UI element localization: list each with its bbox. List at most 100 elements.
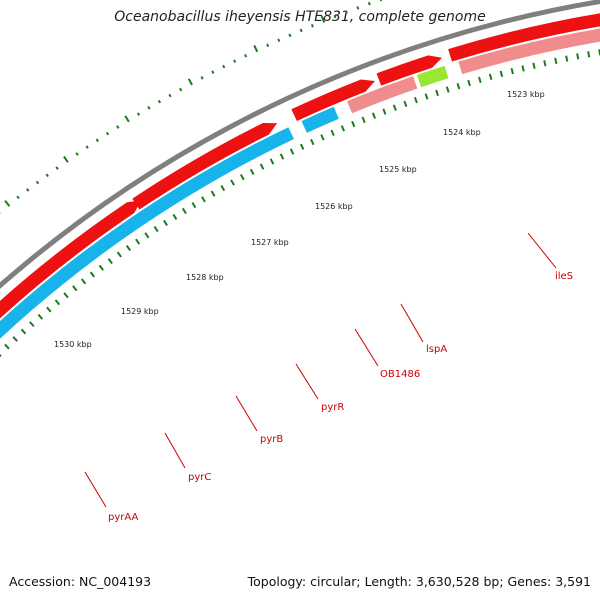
gene-feature-pyrR	[301, 106, 339, 133]
inner-tick	[153, 226, 159, 233]
gene-label: pyrC	[188, 472, 211, 483]
minor-tick	[333, 14, 337, 19]
minor-tick	[233, 59, 237, 63]
minor-tick	[45, 173, 49, 178]
map-title: Oceanobacillus iheyensis HTE831, complet…	[114, 9, 486, 25]
gene-feature-ileS	[458, 28, 600, 75]
inner-tick	[382, 108, 387, 115]
gene-label: ileS	[555, 271, 573, 282]
gene-label: OB1486	[380, 369, 420, 380]
inner-tick	[392, 104, 397, 111]
gene-label: pyrB	[260, 434, 283, 445]
minor-tick	[105, 131, 110, 136]
inner-tick	[289, 148, 295, 155]
scale-label: 1525 kbp	[379, 165, 417, 174]
gene-label: pyrR	[321, 402, 344, 413]
minor-tick	[26, 188, 30, 192]
genome-stats: Topology: circular; Length: 3,630,528 bp…	[247, 574, 591, 589]
inner-tick	[269, 158, 275, 165]
inner-tick	[488, 73, 493, 80]
inner-tick	[4, 343, 10, 350]
inner-tick	[499, 70, 504, 78]
inner-tick	[98, 264, 104, 271]
inner-tick	[361, 116, 366, 123]
scale-label: 1526 kbp	[315, 202, 353, 211]
inner-tick	[456, 83, 461, 90]
inner-tick	[543, 60, 547, 67]
major-tick	[320, 15, 326, 23]
inner-tick	[172, 213, 178, 220]
inner-tick	[587, 51, 591, 58]
gene-feature-lspA	[416, 65, 449, 88]
inner-tick	[37, 313, 44, 320]
minor-tick	[179, 87, 183, 92]
inner-tick	[403, 100, 408, 108]
gene-labels: ileS lspA OB1486 pyrR pyrB pyrC pyrAA	[108, 271, 573, 523]
minor-tick	[379, 0, 383, 2]
leader-line	[527, 232, 557, 269]
scale-label: 1530 kbp	[54, 340, 92, 349]
inner-tick	[63, 292, 69, 299]
minor-tick	[211, 70, 215, 74]
inner-tick	[116, 251, 122, 258]
inner-tick	[144, 232, 150, 239]
minor-tick	[222, 64, 226, 69]
leader-line	[400, 303, 424, 343]
inner-tick	[191, 202, 197, 209]
inner-tick	[340, 125, 346, 132]
inner-tick	[467, 79, 471, 87]
minor-tick	[95, 138, 99, 143]
genome-backbone	[0, 0, 600, 289]
major-tick	[124, 115, 130, 123]
minor-tick	[157, 99, 162, 104]
scale-label: 1528 kbp	[186, 273, 224, 282]
major-tick	[4, 199, 11, 207]
gene-feature	[448, 13, 600, 62]
major-tick	[63, 155, 69, 163]
leader-line	[354, 328, 379, 367]
gene-feature	[132, 122, 278, 210]
label-leaders	[84, 232, 557, 508]
scale-label: 1527 kbp	[251, 238, 289, 247]
inner-tick	[135, 238, 141, 245]
inner-tick	[201, 196, 206, 203]
inner-tick	[249, 168, 255, 175]
inner-tick	[240, 174, 245, 181]
minor-tick	[116, 125, 120, 129]
scale-label: 1524 kbp	[443, 128, 481, 137]
major-tick	[187, 78, 193, 86]
inner-tick	[107, 258, 113, 265]
gene-label: lspA	[426, 344, 447, 355]
gene-feature	[376, 55, 443, 86]
inner-tick	[435, 89, 439, 97]
accession-label: Accession: NC_004193	[9, 574, 152, 589]
minor-tick	[168, 93, 172, 98]
inner-tick	[220, 184, 226, 192]
inner-tick	[89, 271, 96, 278]
inner-tick	[565, 55, 569, 62]
inner-tick	[29, 321, 35, 328]
scale-labels: 1523 kbp 1524 kbp 1525 kbp 1526 kbp 1527 kbp…	[54, 90, 545, 349]
minor-tick	[299, 28, 303, 33]
inner-tick	[299, 143, 305, 150]
minor-tick	[147, 106, 151, 110]
minor-tick	[344, 10, 348, 14]
inner-tick	[279, 153, 285, 160]
minor-tick	[75, 152, 79, 156]
inner-tick	[20, 328, 27, 335]
minor-tick	[55, 166, 59, 170]
inner-tick	[72, 285, 78, 292]
inner-tick	[424, 93, 429, 100]
inner-tick	[259, 163, 265, 170]
minor-tick	[310, 23, 314, 28]
inner-tick	[46, 306, 52, 313]
minor-tick	[277, 38, 281, 43]
inner-tick	[54, 299, 61, 306]
minor-tick	[288, 33, 292, 38]
minor-tick	[244, 53, 248, 58]
gene-feature	[0, 200, 142, 319]
inner-tick	[163, 219, 168, 227]
inner-tick	[12, 336, 18, 342]
minor-tick	[356, 6, 360, 10]
